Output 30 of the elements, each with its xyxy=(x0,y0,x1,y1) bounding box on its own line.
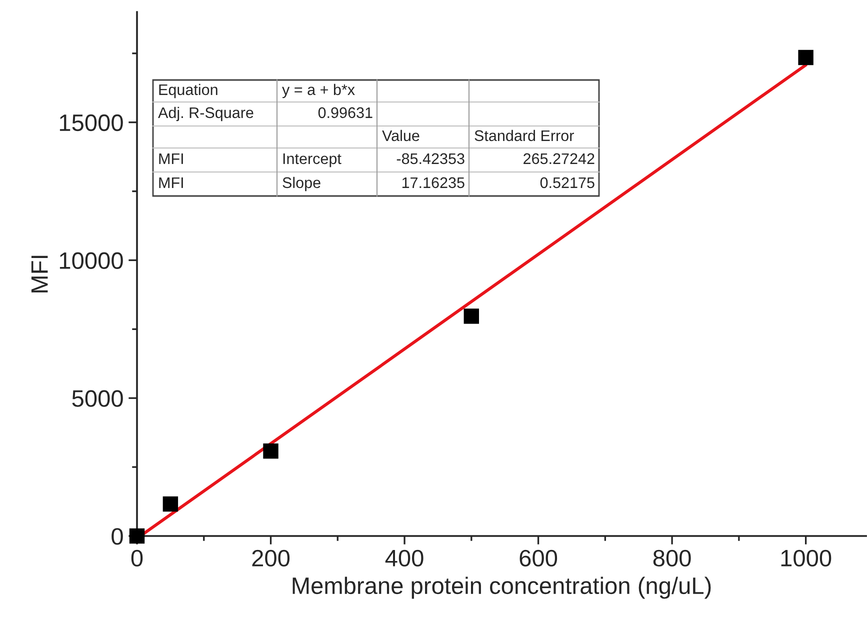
annotation: 17.16235 xyxy=(402,177,464,188)
y-tick-label: 5000 xyxy=(72,390,123,407)
annotation: -85.42353 xyxy=(396,153,464,164)
annotation: Value xyxy=(382,130,420,142)
x-tick-label: 600 xyxy=(520,550,558,567)
x-tick-label: 0 xyxy=(131,550,143,567)
annotation: 265.27242 xyxy=(524,153,594,164)
annotation: 0.52175 xyxy=(540,177,594,188)
y-axis-title: MFI xyxy=(31,256,48,292)
annotation: MFI xyxy=(159,177,183,188)
y-tick-label: 15000 xyxy=(60,114,123,132)
annotation: Adj. R-Square xyxy=(158,106,254,122)
x-axis-title: Membrane protein concentration (ng/uL) xyxy=(292,576,711,599)
point xyxy=(162,496,178,512)
annotation: Standard Error xyxy=(474,130,574,142)
annotation: MFI xyxy=(159,153,183,164)
annotation: Intercept xyxy=(283,153,342,168)
point xyxy=(798,50,814,66)
x-tick-label: 800 xyxy=(653,550,691,567)
y-tick-label: 0 xyxy=(112,528,123,545)
x-tick-label: 400 xyxy=(385,550,424,567)
annotation: Slope xyxy=(282,176,320,192)
y-tick-label: 10000 xyxy=(60,252,123,269)
point xyxy=(464,308,480,324)
annotation: y = a + b*x xyxy=(282,84,355,98)
annotation: 0.99631 xyxy=(318,107,372,118)
x-tick-label: 1000 xyxy=(781,550,832,567)
annotation: Equation xyxy=(159,84,218,98)
point xyxy=(263,443,278,459)
x-tick-label: 200 xyxy=(252,550,290,567)
